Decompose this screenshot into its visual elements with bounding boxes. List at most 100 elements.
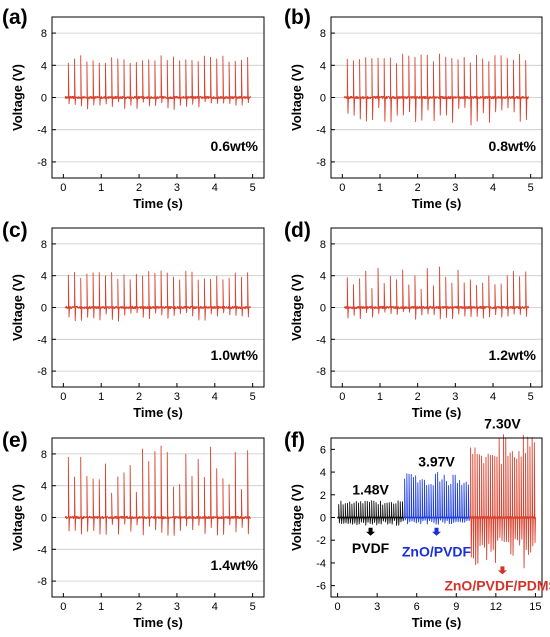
- y-tick-label: -4: [316, 125, 326, 137]
- series-line-zno-pvdf-pdms: [469, 434, 536, 569]
- x-tick-label: 5: [250, 391, 256, 403]
- x-tick-label: 3: [452, 182, 458, 194]
- y-tick-label: -8: [37, 576, 47, 588]
- traces: [343, 53, 529, 126]
- concentration-label: 0.8wt%: [489, 138, 537, 154]
- down-arrow-icon: [432, 527, 441, 536]
- x-tick-label: 1: [377, 182, 383, 194]
- series-line-trace: [64, 270, 252, 322]
- x-tick-label: 4: [490, 391, 496, 403]
- y-tick-label: -8: [316, 366, 326, 378]
- x-axis-label: Time (s): [133, 615, 183, 630]
- y-tick-label: -4: [37, 334, 47, 346]
- y-tick-label: -6: [316, 581, 326, 593]
- y-tick-label: -4: [37, 125, 47, 137]
- x-tick-label: 0: [60, 601, 66, 613]
- y-axis-label: Voltage (V): [289, 484, 304, 551]
- y-tick-label: 0: [41, 303, 47, 315]
- peak-value-label: 7.30V: [484, 416, 521, 432]
- series-name-label: ZnO/PVDF/PDMS: [444, 578, 550, 594]
- panel-letter: (c): [2, 219, 28, 242]
- y-tick-label: 4: [41, 481, 47, 493]
- y-tick-label: 4: [320, 467, 326, 479]
- traces: [337, 434, 536, 569]
- x-tick-label: 0: [60, 182, 66, 194]
- x-tick-label: 3: [174, 391, 180, 403]
- x-tick-label: 3: [374, 601, 380, 613]
- y-tick-label: 0: [320, 303, 326, 315]
- x-tick-label: 15: [529, 601, 541, 613]
- x-tick-label: 1: [98, 601, 104, 613]
- y-tick-label: 4: [320, 60, 326, 72]
- series-name-label: ZnO/PVDF: [402, 543, 472, 559]
- x-tick-label: 1: [377, 391, 383, 403]
- series-line-trace: [64, 55, 251, 110]
- y-tick-label: -8: [37, 157, 47, 169]
- y-tick-label: -8: [37, 366, 47, 378]
- y-tick-label: 0: [320, 513, 326, 525]
- chart-panel-b: -8 -4 0 4 8 0 1 2 3 4 5 Time (s) Voltage (V) (b) 0.8wt…: [284, 6, 543, 211]
- concentration-label: 1.2wt%: [489, 347, 537, 363]
- chart-panel-d: -8 -4 0 4 8 0 1 2 3 4 5 Time (s) Voltage (V) (d) 1.2wt…: [284, 219, 543, 420]
- chart-panel-f: -6 -4 -2 0 2 4 6 0 3 6 9 12 15 Time (s) Voltage (V) (f)…: [284, 416, 550, 630]
- y-tick-label: 2: [320, 490, 326, 502]
- y-tick-label: 0: [41, 513, 47, 525]
- x-axis-label: Time (s): [412, 615, 462, 630]
- panel-letter: (e): [2, 429, 28, 452]
- chart-panel-c: -8 -4 0 4 8 0 1 2 3 4 5 Time (s) Voltage (V) (c) 1.0wt…: [2, 219, 265, 420]
- traces: [64, 55, 251, 110]
- y-tick-label: 4: [320, 271, 326, 283]
- x-tick-label: 2: [415, 182, 421, 194]
- series-name-label: PVDF: [352, 540, 390, 556]
- peak-value-label: 1.48V: [352, 482, 389, 498]
- series-line-trace: [343, 266, 530, 320]
- down-arrow-icon: [366, 527, 376, 536]
- series-line-zno-pvdf: [403, 471, 471, 525]
- panel-letter: (b): [284, 6, 311, 29]
- x-tick-label: 0: [339, 391, 345, 403]
- y-tick-label: 8: [41, 28, 47, 40]
- series-line-trace: [343, 53, 529, 126]
- x-tick-label: 0: [335, 601, 341, 613]
- x-tick-label: 2: [136, 391, 142, 403]
- traces: [343, 266, 530, 320]
- x-tick-label: 12: [490, 601, 502, 613]
- y-tick-label: 6: [320, 444, 326, 456]
- x-axis-label: Time (s): [133, 196, 183, 211]
- traces: [64, 270, 252, 322]
- x-tick-label: 3: [174, 601, 180, 613]
- x-axis-label: Time (s): [412, 405, 462, 420]
- chart-panel-e: -8 -4 0 4 8 0 1 2 3 4 5 Time (s) Voltage (V) (e) 1.4wt…: [2, 429, 265, 630]
- y-axis-label: Voltage (V): [10, 484, 25, 551]
- x-tick-label: 2: [415, 391, 421, 403]
- y-tick-label: -4: [316, 334, 326, 346]
- y-tick-label: -8: [316, 157, 326, 169]
- y-tick-label: -4: [37, 544, 47, 556]
- x-tick-label: 4: [490, 182, 496, 194]
- chart-panel-a: -8 -4 0 4 8 0 1 2 3 4 5 Time (s) Voltage (V) (a) 0.6wt…: [2, 6, 265, 211]
- y-tick-label: 4: [41, 60, 47, 72]
- down-arrow-icon: [497, 566, 507, 575]
- y-tick-label: 0: [320, 93, 326, 105]
- y-tick-label: 0: [41, 93, 47, 105]
- x-tick-label: 6: [414, 601, 420, 613]
- x-axis-label: Time (s): [412, 196, 462, 211]
- x-tick-label: 9: [453, 601, 459, 613]
- x-tick-label: 3: [174, 182, 180, 194]
- x-tick-label: 5: [250, 601, 256, 613]
- y-tick-label: -2: [316, 535, 326, 547]
- panel-letter: (a): [2, 6, 28, 29]
- y-axis-label: Voltage (V): [289, 64, 304, 131]
- concentration-label: 0.6wt%: [211, 138, 259, 154]
- y-tick-label: -4: [316, 558, 326, 570]
- peak-value-label: 3.97V: [418, 453, 455, 469]
- x-axis-label: Time (s): [133, 405, 183, 420]
- x-tick-label: 3: [452, 391, 458, 403]
- x-tick-label: 1: [98, 391, 104, 403]
- x-tick-label: 2: [136, 601, 142, 613]
- x-tick-label: 0: [60, 391, 66, 403]
- y-tick-label: 8: [320, 28, 326, 40]
- x-tick-label: 4: [212, 601, 218, 613]
- series-line-trace: [64, 445, 251, 536]
